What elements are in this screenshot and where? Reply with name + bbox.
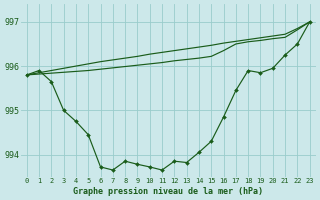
X-axis label: Graphe pression niveau de la mer (hPa): Graphe pression niveau de la mer (hPa) [73, 187, 263, 196]
